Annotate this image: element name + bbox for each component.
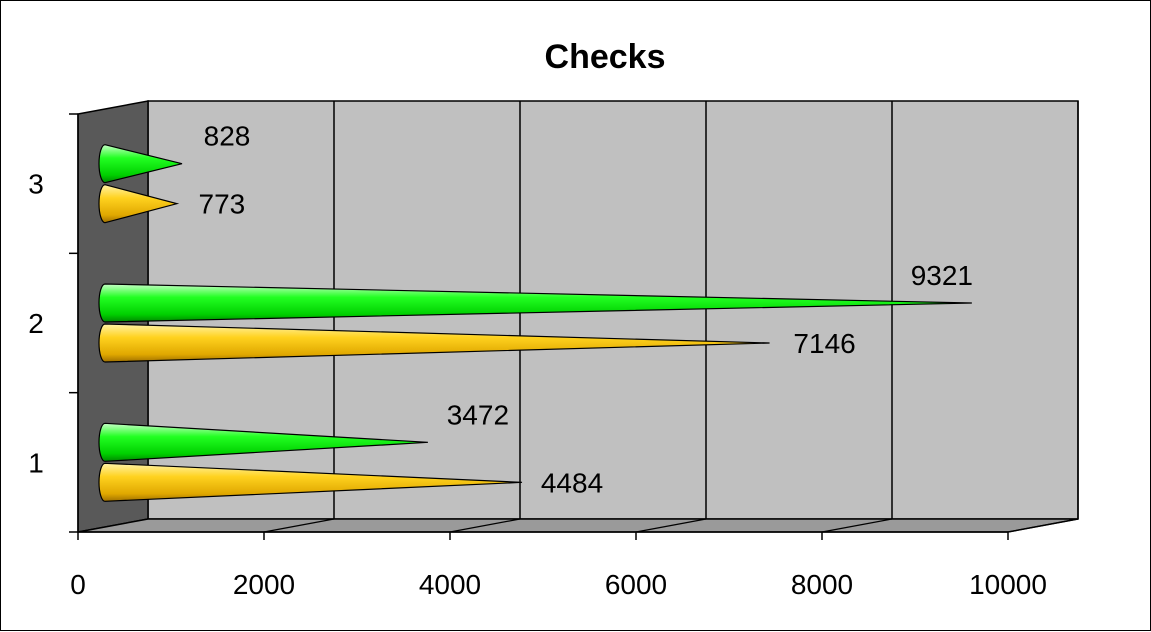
y-tick-label: 2 xyxy=(28,308,44,339)
x-tick-label: 10000 xyxy=(969,569,1047,600)
chart-title: Checks xyxy=(545,38,666,76)
cone-marks xyxy=(98,144,972,502)
cone-bar xyxy=(98,144,183,184)
data-label: 828 xyxy=(204,121,251,152)
y-tick-label: 3 xyxy=(28,169,44,200)
x-tick-label: 2000 xyxy=(233,569,295,600)
y-tick-labels: 1 2 3 xyxy=(28,113,78,533)
data-label: 9321 xyxy=(911,260,973,291)
cone-bar xyxy=(98,422,428,462)
floor-gridline xyxy=(1007,518,1079,533)
cone-bar xyxy=(98,462,523,502)
floor-gridline xyxy=(635,518,707,533)
data-label: 4484 xyxy=(541,467,603,498)
data-label: 7146 xyxy=(793,328,855,359)
cone-bar xyxy=(98,283,972,323)
x-tick-label: 0 xyxy=(70,569,86,600)
data-label: 3472 xyxy=(447,399,509,430)
x-tick-label: 8000 xyxy=(791,569,853,600)
gridlines xyxy=(263,101,1079,533)
x-tick-label: 6000 xyxy=(605,569,667,600)
floor-gridline xyxy=(821,518,893,533)
cone-bar xyxy=(98,184,180,224)
floor-gridline xyxy=(449,518,521,533)
y-tick-label: 1 xyxy=(28,447,44,478)
data-labels: 4484 3472 7146 9321 773 828 xyxy=(199,121,973,499)
cone-bar xyxy=(98,323,770,363)
floor-gridline xyxy=(263,518,335,533)
plot-floor xyxy=(77,518,1079,533)
data-label: 773 xyxy=(199,189,246,220)
axes xyxy=(77,114,1008,533)
x-tick-labels: 0 2000 4000 6000 8000 10000 xyxy=(70,532,1047,600)
x-tick-label: 4000 xyxy=(419,569,481,600)
